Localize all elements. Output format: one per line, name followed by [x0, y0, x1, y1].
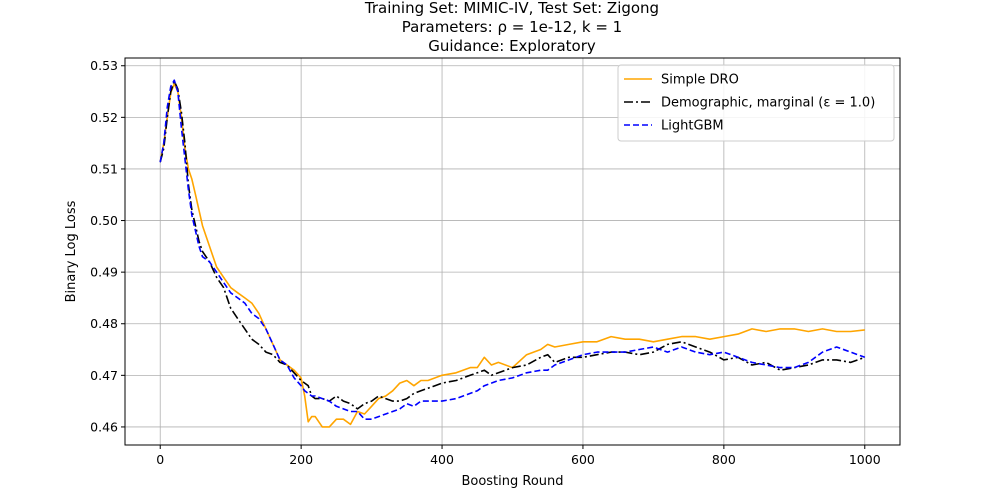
chart-title-line: Training Set: MIMIC-IV, Test Set: Zigong — [364, 0, 659, 17]
legend: Simple DRO Demographic, marginal (ε = 1.0… — [617, 64, 895, 142]
x-axis-label: Boosting Round — [461, 474, 563, 489]
series-line-0 — [159, 83, 865, 428]
series-lines — [159, 79, 866, 428]
x-tick-label: 1000 — [849, 452, 881, 467]
series-line-2 — [159, 79, 866, 421]
y-tick-label: 0.50 — [90, 213, 118, 228]
y-tick-label: 0.53 — [90, 58, 118, 73]
chart-title: Training Set: MIMIC-IV, Test Set: Zigong… — [364, 0, 659, 55]
series-line-1 — [159, 80, 866, 410]
y-tick-label: 0.48 — [90, 316, 118, 331]
plot-frame — [124, 57, 901, 446]
x-tick-label: 800 — [712, 452, 736, 467]
x-axis-ticks: 0 200 400 600 800 1000 — [156, 445, 881, 467]
legend-label-1: Demographic, marginal (ε = 1.0) — [661, 96, 875, 111]
y-tick-label: 0.52 — [90, 110, 118, 125]
x-tick-label: 600 — [571, 452, 595, 467]
y-tick-label: 0.51 — [90, 161, 118, 176]
x-tick-label: 0 — [156, 452, 164, 467]
y-tick-label: 0.47 — [90, 368, 118, 383]
chart-title-line: Guidance: Exploratory — [428, 37, 596, 55]
y-tick-label: 0.46 — [90, 419, 118, 434]
y-axis-ticks: 0.46 0.47 0.48 0.49 0.50 0.51 0.52 0.53 — [90, 58, 125, 434]
legend-label-0: Simple DRO — [661, 73, 739, 88]
chart-title-line: Parameters: ρ = 1e-12, k = 1 — [402, 18, 622, 36]
y-axis-label: Binary Log Loss — [64, 200, 79, 302]
x-tick-label: 200 — [289, 452, 313, 467]
legend-box — [617, 64, 895, 142]
legend-label-2: LightGBM — [661, 119, 724, 134]
y-tick-label: 0.49 — [90, 265, 118, 280]
x-tick-label: 400 — [430, 452, 454, 467]
